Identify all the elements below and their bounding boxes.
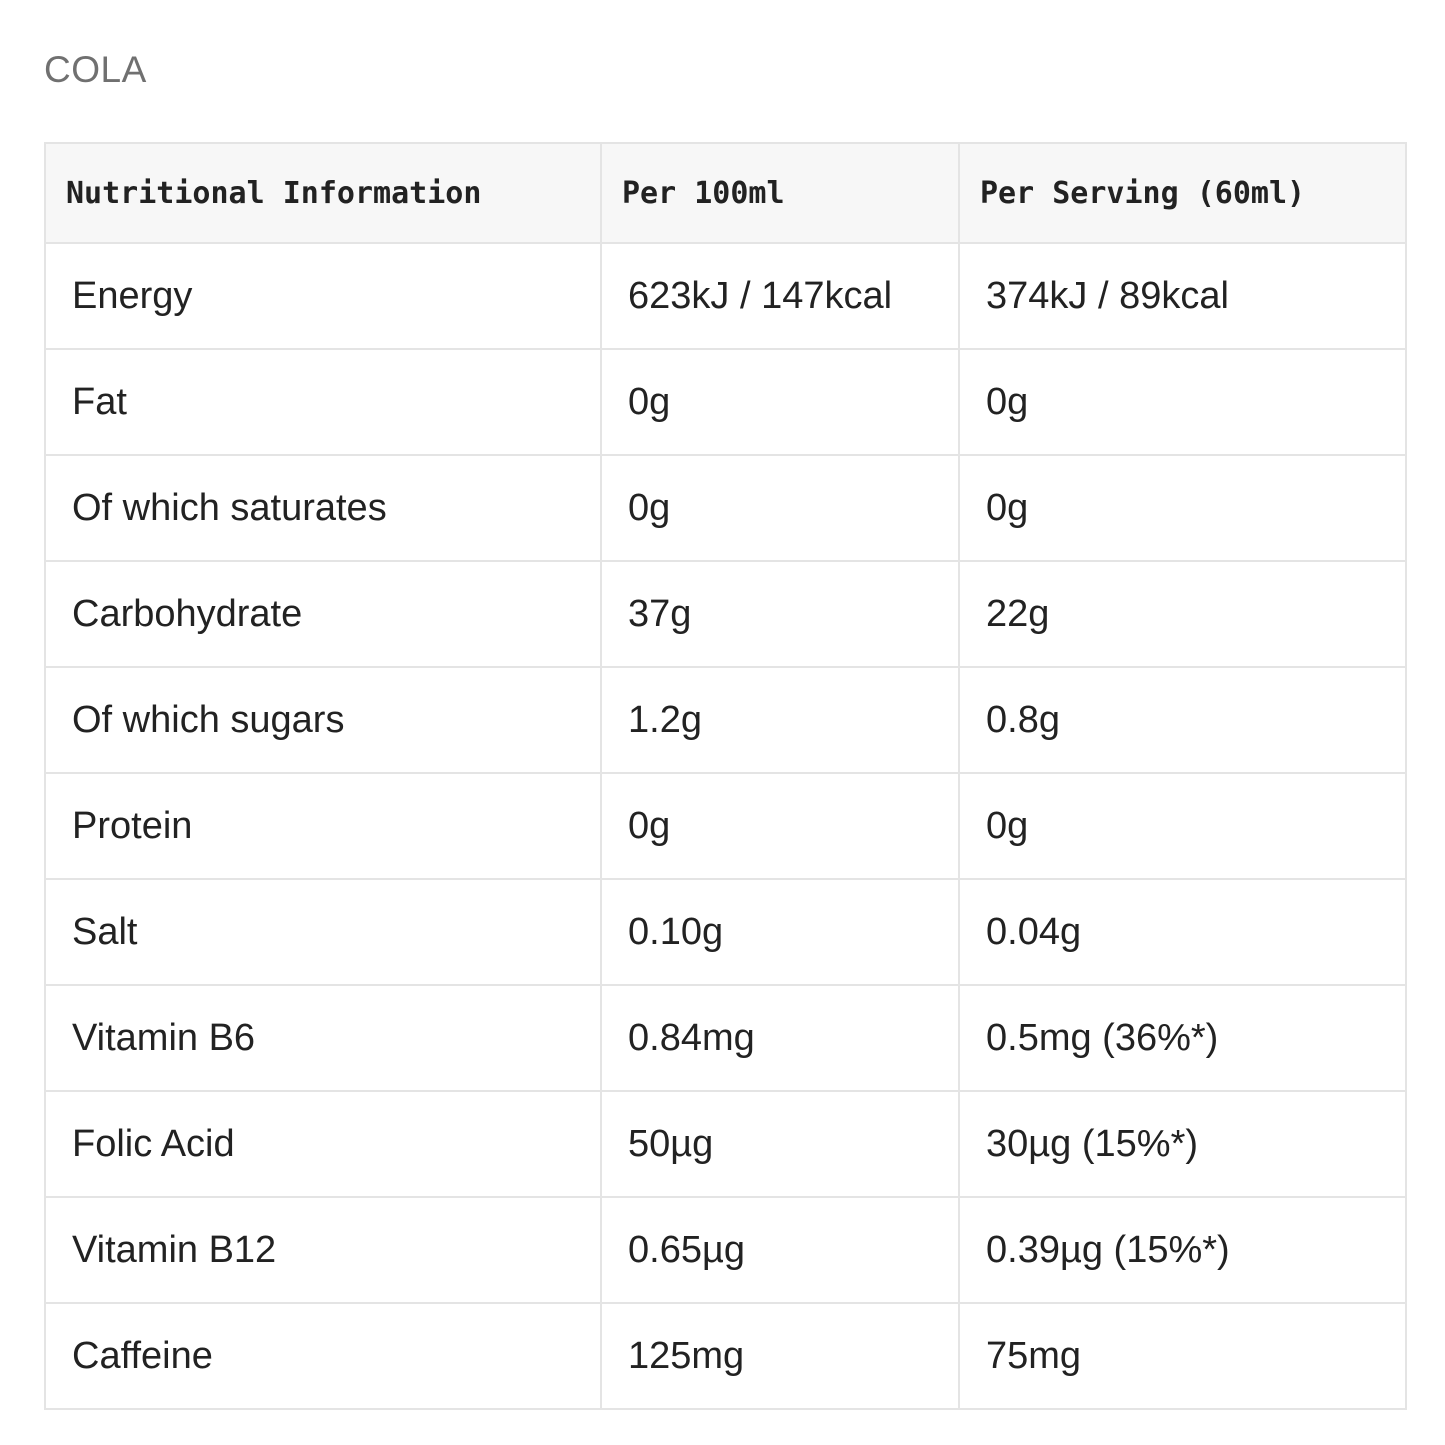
- value-per-serving: 75mg: [958, 1302, 1407, 1410]
- value-per-100ml: 0g: [600, 348, 960, 456]
- header-per-100ml: Per 100ml: [600, 142, 960, 244]
- table-row: Folic Acid 50µg 30µg (15%*): [44, 1090, 1407, 1198]
- header-per-serving: Per Serving (60ml): [958, 142, 1407, 244]
- value-per-100ml: 50µg: [600, 1090, 960, 1198]
- nutrient-name: Protein: [44, 772, 602, 880]
- value-per-100ml: 0.65µg: [600, 1196, 960, 1304]
- nutrition-table-header: Nutritional Information Per 100ml Per Se…: [44, 142, 1407, 244]
- nutrient-name: Vitamin B6: [44, 984, 602, 1092]
- product-title: COLA: [44, 49, 147, 90]
- value-per-100ml: 37g: [600, 560, 960, 668]
- value-per-serving: 0g: [958, 772, 1407, 880]
- value-per-serving: 0.8g: [958, 666, 1407, 774]
- value-per-100ml: 0g: [600, 454, 960, 562]
- value-per-serving: 22g: [958, 560, 1407, 668]
- value-per-100ml: 125mg: [600, 1302, 960, 1410]
- nutrient-name: Carbohydrate: [44, 560, 602, 668]
- nutrient-name: Of which saturates: [44, 454, 602, 562]
- value-per-100ml: 623kJ / 147kcal: [600, 242, 960, 350]
- value-per-100ml: 0g: [600, 772, 960, 880]
- nutrition-table: Nutritional Information Per 100ml Per Se…: [44, 142, 1407, 1410]
- table-row: Protein 0g 0g: [44, 772, 1407, 880]
- nutrient-name: Salt: [44, 878, 602, 986]
- value-per-100ml: 0.10g: [600, 878, 960, 986]
- table-row: Energy 623kJ / 147kcal 374kJ / 89kcal: [44, 242, 1407, 350]
- header-nutrient: Nutritional Information: [44, 142, 602, 244]
- table-row: Of which saturates 0g 0g: [44, 454, 1407, 562]
- nutrient-name: Folic Acid: [44, 1090, 602, 1198]
- table-row: Caffeine 125mg 75mg: [44, 1302, 1407, 1410]
- table-row: Vitamin B12 0.65µg 0.39µg (15%*): [44, 1196, 1407, 1304]
- nutrient-name: Fat: [44, 348, 602, 456]
- table-row: Of which sugars 1.2g 0.8g: [44, 666, 1407, 774]
- header-row: Nutritional Information Per 100ml Per Se…: [44, 142, 1407, 244]
- table-row: Vitamin B6 0.84mg 0.5mg (36%*): [44, 984, 1407, 1092]
- nutrition-table-body: Energy 623kJ / 147kcal 374kJ / 89kcal Fa…: [44, 242, 1407, 1410]
- value-per-100ml: 0.84mg: [600, 984, 960, 1092]
- value-per-serving: 0.5mg (36%*): [958, 984, 1407, 1092]
- table-row: Fat 0g 0g: [44, 348, 1407, 456]
- value-per-serving: 0g: [958, 454, 1407, 562]
- value-per-serving: 374kJ / 89kcal: [958, 242, 1407, 350]
- nutrient-name: Of which sugars: [44, 666, 602, 774]
- nutrient-name: Energy: [44, 242, 602, 350]
- value-per-serving: 0g: [958, 348, 1407, 456]
- value-per-100ml: 1.2g: [600, 666, 960, 774]
- nutrient-name: Vitamin B12: [44, 1196, 602, 1304]
- table-row: Carbohydrate 37g 22g: [44, 560, 1407, 668]
- table-row: Salt 0.10g 0.04g: [44, 878, 1407, 986]
- value-per-serving: 0.04g: [958, 878, 1407, 986]
- value-per-serving: 30µg (15%*): [958, 1090, 1407, 1198]
- nutrient-name: Caffeine: [44, 1302, 602, 1410]
- value-per-serving: 0.39µg (15%*): [958, 1196, 1407, 1304]
